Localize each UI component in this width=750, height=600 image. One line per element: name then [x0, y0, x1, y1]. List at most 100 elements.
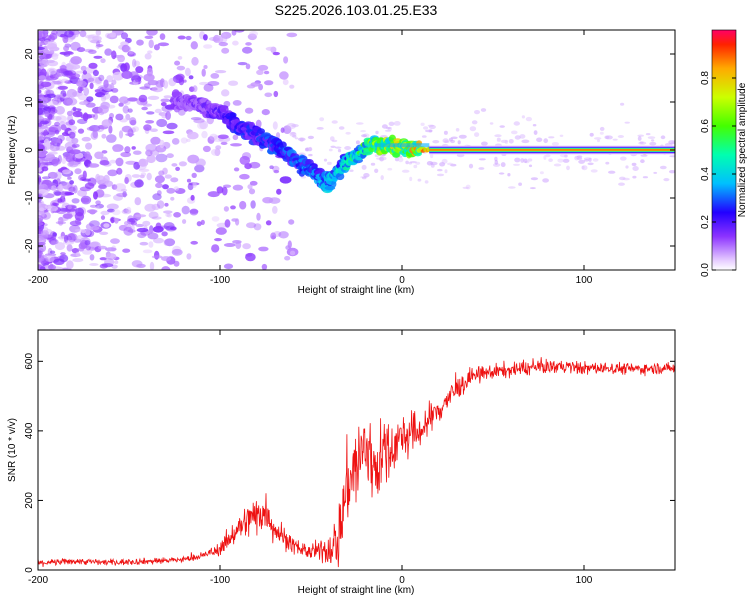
spectrogram-noise-blob: [209, 133, 218, 141]
spectrogram-noise-blob: [110, 238, 120, 244]
spectrogram-ridge-blob: [278, 141, 287, 149]
spectrogram-noise-blob: [645, 133, 651, 136]
spectrogram-noise-blob: [203, 65, 208, 69]
spectrogram-noise-blob: [387, 167, 393, 171]
spectrogram-noise-blob: [86, 114, 96, 118]
spectrogram-noise-blob: [599, 131, 604, 135]
y-tick-label: -20: [24, 238, 35, 253]
spectrogram-noise-blob: [66, 260, 74, 270]
spectrogram-noise-blob: [77, 93, 88, 101]
spectrogram-noise-blob: [98, 74, 105, 82]
spectrogram-noise-blob: [38, 132, 44, 141]
x-tick-label: 100: [576, 275, 593, 286]
spectrogram-noise-blob: [642, 176, 649, 179]
spectrogram-noise-blob: [331, 120, 338, 124]
spectrogram-noise-blob: [450, 136, 458, 140]
spectrogram-noise-blob: [77, 189, 88, 197]
spectrogram-noise-blob: [153, 44, 160, 51]
spectrogram-noise-blob: [163, 210, 173, 214]
spectrogram-noise-blob: [60, 190, 66, 199]
y-tick-label: 20: [24, 48, 35, 60]
spectrogram-noise-blob: [115, 113, 124, 121]
spectrogram-noise-blob: [653, 171, 658, 174]
spectrogram-noise-blob: [249, 161, 261, 169]
spectrogram-noise-blob: [160, 102, 167, 107]
spectrogram-noise-blob: [231, 30, 237, 36]
spectrogram-noise-blob: [235, 218, 240, 226]
spectrogram-noise-blob: [525, 116, 533, 122]
spectrogram-noise-blob: [245, 252, 256, 262]
spectrogram-noise-blob: [136, 227, 149, 233]
spectrogram-noise-blob: [56, 30, 67, 38]
spectrogram-noise-blob: [304, 147, 309, 152]
spectrogram-noise-blob: [44, 258, 51, 265]
spectrogram-noise-blob: [111, 88, 119, 93]
spectrogram-noise-blob: [38, 255, 45, 262]
spectrogram-noise-blob: [71, 143, 80, 148]
spectrogram-noise-blob: [529, 187, 536, 190]
spectrogram-noise-blob: [78, 242, 88, 250]
spectrogram-noise-blob: [221, 186, 228, 196]
spectrogram-noise-blob: [290, 250, 296, 256]
spectrogram-noise-blob: [640, 154, 648, 157]
spectrogram-noise-blob: [66, 110, 73, 117]
colorbar-tick-label: 0.6: [700, 119, 711, 133]
spectrogram-noise-blob: [115, 157, 124, 167]
spectrogram-noise-blob: [551, 142, 560, 146]
spectrogram-noise-blob: [149, 261, 155, 270]
spectrogram-noise-blob: [239, 200, 247, 210]
spectrogram-noise-blob: [442, 138, 449, 144]
spectrogram-noise-blob: [190, 194, 195, 201]
spectrogram-noise-blob: [120, 225, 127, 229]
spectrogram-noise-blob: [131, 146, 136, 150]
spectrogram-noise-blob: [106, 134, 117, 143]
spectrogram-noise-blob: [618, 182, 625, 186]
spectrogram-noise-blob: [393, 121, 401, 126]
spectrogram-noise-blob: [46, 40, 57, 50]
spectrogram-noise-blob: [129, 71, 139, 80]
spectrogram-noise-blob: [199, 81, 209, 86]
spectrogram-noise-blob: [223, 206, 229, 212]
spectrogram-noise-blob: [234, 30, 245, 33]
spectrogram-noise-blob: [493, 163, 501, 167]
spectrogram-noise-blob: [385, 127, 391, 130]
spectrogram-noise-blob: [111, 50, 117, 60]
spectrogram-noise-blob: [457, 140, 461, 145]
spectrogram-noise-blob: [39, 120, 49, 125]
spectrogram-noise-blob: [175, 166, 181, 171]
spectrogram-noise-blob: [247, 184, 253, 190]
spectrogram-noise-blob: [261, 109, 270, 116]
spectrogram-noise-blob: [539, 171, 544, 175]
spectrogram-noise-blob: [222, 184, 232, 188]
spectrogram-noise-blob: [139, 241, 149, 246]
spectrogram-noise-blob: [149, 128, 158, 132]
spectrogram-noise-blob: [500, 139, 508, 143]
spectrogram-noise-blob: [264, 80, 274, 86]
spectrogram-noise-blob: [444, 169, 448, 174]
spectrogram-noise-blob: [562, 158, 570, 163]
spectrogram-noise-blob: [38, 160, 41, 168]
spectrogram-noise-blob: [116, 167, 123, 175]
spectrogram-noise-blob: [38, 90, 42, 99]
spectrogram-noise-blob: [80, 65, 87, 71]
spectrogram-noise-blob: [100, 210, 110, 216]
spectrogram-noise-blob: [75, 251, 81, 257]
spectrogram-noise-blob: [120, 151, 132, 158]
colorbar-ticks: 0.0 0.2 0.4 0.6 0.8: [700, 71, 736, 277]
spectrogram-noise-blob: [54, 171, 62, 180]
spectrogram-noise-blob: [113, 194, 123, 201]
spectrogram-noise-blob: [220, 141, 228, 145]
spectrogram-noise-blob: [65, 70, 77, 76]
spectrogram-noise-blob: [43, 50, 55, 54]
spectrogram-noise-blob: [67, 233, 76, 243]
colorbar-label: Normalized spectral amplitude: [737, 82, 748, 217]
spectrogram-noise-blob: [203, 44, 213, 49]
spectrogram-noise-blob: [99, 263, 108, 269]
spectrogram-noise-blob: [278, 231, 289, 239]
spectrogram-noise-blob: [98, 111, 105, 116]
spectrogram-noise-blob: [64, 141, 76, 150]
spectrogram-noise-blob: [120, 188, 128, 192]
spectrogram-noise-blob: [170, 196, 175, 201]
spectrogram-noise-blob: [659, 165, 667, 170]
spectrogram-noise-blob: [284, 255, 291, 261]
